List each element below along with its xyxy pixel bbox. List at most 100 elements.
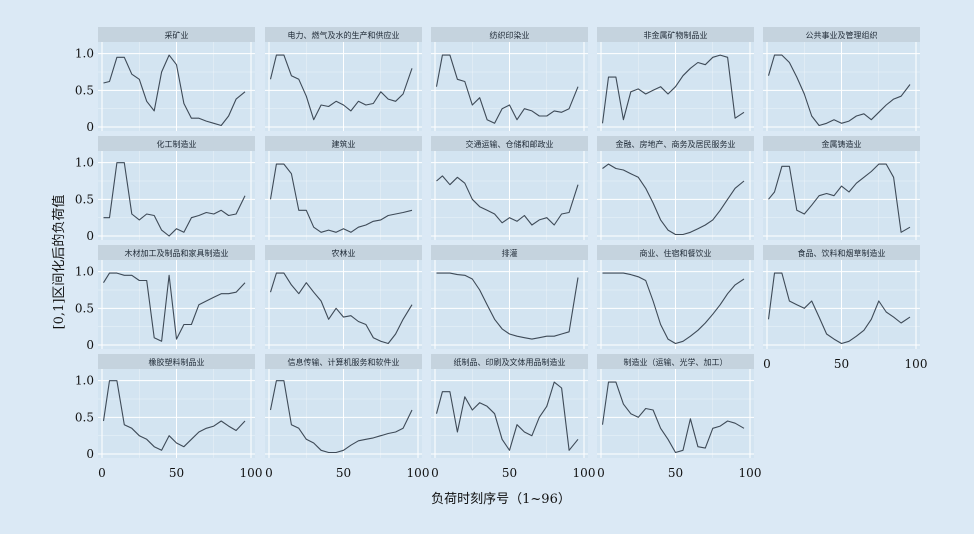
series-line <box>602 272 745 345</box>
x-tick-label: 100 <box>240 466 263 480</box>
y-tick-label: 1.0 <box>75 265 94 279</box>
facet-title: 商业、住宿和餐饮业 <box>640 248 712 258</box>
series-line <box>768 163 911 233</box>
y-axis-label: [0,1]区间化后的负荷值 <box>51 195 67 330</box>
facet-title: 采矿业 <box>165 30 189 40</box>
y-tick-label: 0.5 <box>75 410 94 424</box>
facet-strip <box>98 245 255 260</box>
facet-title: 化工制造业 <box>157 139 197 149</box>
series-line <box>103 272 246 342</box>
x-tick-label: 100 <box>407 466 430 480</box>
facet-title: 制造业（运输、光学、加工） <box>624 357 728 367</box>
x-tick-label: 100 <box>905 357 928 371</box>
x-tick-label: 50 <box>834 357 849 371</box>
facet-strip <box>265 245 422 260</box>
facet-panel: 采矿业 <box>98 27 255 131</box>
y-tick-labels: 0 0.5 1.0 0 0.5 1.0 0 0.5 1.0 0 0.5 1.0 <box>75 47 94 461</box>
facet-title: 纸制品、印刷及文体用品制造业 <box>454 357 566 367</box>
series-line <box>435 381 579 451</box>
x-axis-label: 负荷时刻序号（1~96） <box>431 492 571 507</box>
facet-panel: 信息传输、计算机服务和软件业 <box>265 354 422 458</box>
y-tick-label: 0.5 <box>75 192 94 206</box>
facet-panel: 纺织印染业 <box>431 27 588 131</box>
series-line <box>269 163 413 233</box>
facet-title: 金属铸造业 <box>822 139 862 149</box>
facet-title: 公共事业及管理组织 <box>806 30 878 40</box>
facet-strip <box>597 354 754 369</box>
facet-panel: 化工制造业 <box>98 136 255 240</box>
facet-strip <box>597 27 754 42</box>
facet-strip <box>597 245 754 260</box>
y-tick-label: 1.0 <box>75 374 94 388</box>
series-line <box>602 163 745 236</box>
facet-strip <box>763 136 920 151</box>
facet-title: 信息传输、计算机服务和软件业 <box>288 357 400 367</box>
facet-title: 金融、房地产、商务及居民服务业 <box>616 139 736 149</box>
facet-panel: 制造业（运输、光学、加工） <box>597 354 754 458</box>
facet-panel: 金属铸造业 <box>763 136 920 240</box>
series-line <box>269 272 413 345</box>
facet-title: 非金属矿物制品业 <box>644 30 708 40</box>
series-line <box>601 381 745 454</box>
facet-title: 食品、饮料和烟草制造业 <box>798 248 886 258</box>
x-tick-label: 50 <box>502 466 517 480</box>
facet-strip <box>763 245 920 260</box>
x-tick-label: 50 <box>169 466 184 480</box>
facet-title: 排灌 <box>502 248 518 258</box>
series-line <box>269 380 413 454</box>
facet-strip <box>265 354 422 369</box>
y-tick-label: 0.5 <box>75 301 94 315</box>
facet-title: 橡胶塑料制品业 <box>149 357 205 367</box>
facet-panel: 非金属矿物制品业 <box>597 27 754 131</box>
facet-panel: 公共事业及管理组织 <box>763 27 920 131</box>
x-tick-label: 100 <box>573 466 596 480</box>
facet-panel: 建筑业 <box>265 136 422 240</box>
x-tick-label: 0 <box>265 466 273 480</box>
series-line <box>767 272 911 345</box>
facet-strip <box>431 136 588 151</box>
facet-panel: 食品、饮料和烟草制造业 <box>763 245 920 349</box>
facet-panel: 橡胶塑料制品业 <box>98 354 255 458</box>
facet-panel: 农林业 <box>265 245 422 349</box>
facet-panel: 商业、住宿和餐饮业 <box>597 245 754 349</box>
facet-panel: 木材加工及制品和家具制造业 <box>98 245 255 349</box>
series-line <box>436 272 579 340</box>
series-line <box>103 162 246 237</box>
x-tick-label: 50 <box>336 466 351 480</box>
series-line <box>103 54 246 127</box>
facet-title: 电力、燃气及水的生产和供应业 <box>288 30 400 40</box>
y-tick-label: 0 <box>86 338 94 352</box>
x-tick-label: 0 <box>431 466 439 480</box>
facet-panel: 排灌 <box>431 245 588 349</box>
facet-title: 纺织印染业 <box>490 30 530 40</box>
x-tick-label: 50 <box>668 466 683 480</box>
y-tick-label: 1.0 <box>75 47 94 61</box>
facet-panel: 金融、房地产、商务及居民服务业 <box>597 136 754 240</box>
facet-title: 交通运输、仓储和邮政业 <box>466 139 554 149</box>
series-line <box>601 54 745 124</box>
x-tick-label: 0 <box>763 357 771 371</box>
facet-panel: 电力、燃气及水的生产和供应业 <box>265 27 422 131</box>
series-line <box>436 175 579 226</box>
facet-title: 木材加工及制品和家具制造业 <box>125 248 229 258</box>
facet-strip <box>763 27 920 42</box>
y-tick-label: 1.0 <box>75 156 94 170</box>
chart-panels: 采矿业 电力、燃气及水的生产和供应业 纺织印染业 非金属矿物制品业 公共事业及管理组织化… <box>98 27 920 458</box>
facet-strip <box>431 27 588 42</box>
facet-title: 农林业 <box>332 248 356 258</box>
y-tick-label: 0 <box>86 120 94 134</box>
facet-strip <box>98 136 255 151</box>
facet-strip <box>265 27 422 42</box>
facet-strip <box>265 136 422 151</box>
facet-strip <box>98 354 255 369</box>
x-tick-label: 0 <box>597 466 605 480</box>
series-line <box>102 380 246 451</box>
facet-strip <box>98 27 255 42</box>
x-tick-label: 0 <box>98 466 106 480</box>
facet-title: 建筑业 <box>332 139 356 149</box>
facet-strip <box>431 245 588 260</box>
series-line <box>435 54 579 124</box>
y-tick-label: 0.5 <box>75 83 94 97</box>
facet-panel: 交通运输、仓储和邮政业 <box>431 136 588 240</box>
